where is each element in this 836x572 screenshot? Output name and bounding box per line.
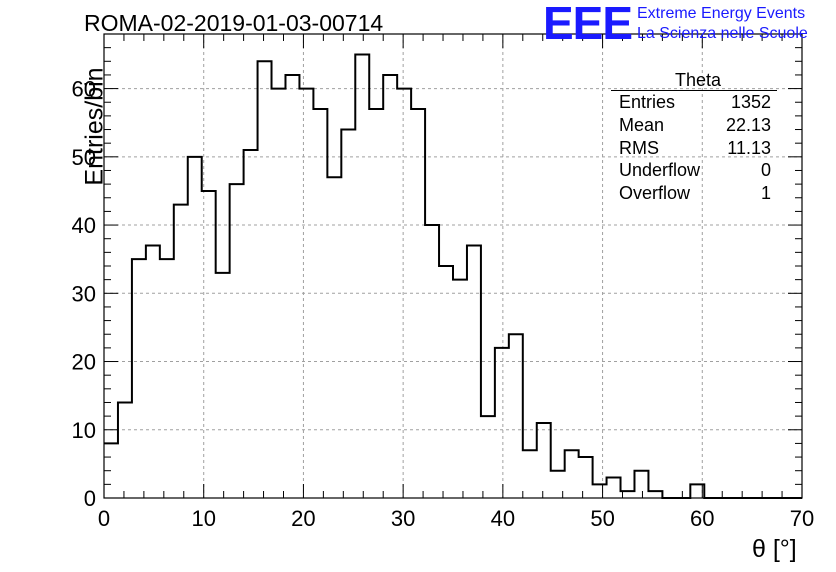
x-tick-label: 70 (790, 506, 814, 531)
x-tick-label: 40 (491, 506, 515, 531)
y-tick-label: 60 (72, 77, 96, 102)
y-tick-label: 50 (72, 145, 96, 170)
x-tick-label: 0 (98, 506, 110, 531)
y-tick-label: 20 (72, 350, 96, 375)
histogram-line (104, 53, 802, 499)
stats-label: Entries (619, 92, 676, 112)
stats-row-underflow: Underflow 0 (611, 159, 777, 182)
x-tick-label: 10 (191, 506, 215, 531)
stats-label: Underflow (619, 160, 701, 181)
run-title: ROMA-02-2019-01-03-00714 (84, 10, 384, 36)
stats-label: Overflow (619, 183, 691, 204)
stats-value: 1352 (730, 92, 771, 112)
x-tick-label: 60 (690, 506, 714, 531)
stats-row-overflow: Overflow 1 (611, 182, 777, 205)
logo-line-1: Extreme Energy Events (637, 5, 806, 22)
stats-row-entries: Entries 1352 (611, 91, 777, 114)
stats-label: RMS (619, 137, 659, 158)
y-tick-label: 30 (72, 281, 96, 306)
stats-value: 22.13 (725, 114, 771, 135)
x-tick-label: 20 (291, 506, 315, 531)
x-axis-label: θ [°] (752, 535, 797, 563)
x-tick-label: 30 (391, 506, 415, 531)
y-tick-label: 10 (72, 418, 96, 443)
stats-row-rms: RMS 11.13 (611, 137, 777, 160)
stats-label: Mean (619, 114, 665, 135)
x-tick-label: 50 (590, 506, 614, 531)
y-tick-label: 0 (84, 486, 96, 511)
stats-box: Theta Entries 1352 Mean 22.13 RMS 11.13 … (611, 70, 777, 205)
logo-line-2: La Scienza nelle Scuole (637, 25, 808, 42)
eee-logo: EEE (543, 0, 633, 49)
y-axis-label: Entries/bin (80, 67, 109, 186)
y-tick-label: 40 (72, 213, 96, 238)
stats-value: 11.13 (727, 137, 771, 158)
stats-value: 0 (760, 160, 771, 181)
stats-value: 1 (760, 183, 771, 204)
stats-title: Theta (611, 70, 777, 91)
stats-row-mean: Mean 22.13 (611, 114, 777, 137)
